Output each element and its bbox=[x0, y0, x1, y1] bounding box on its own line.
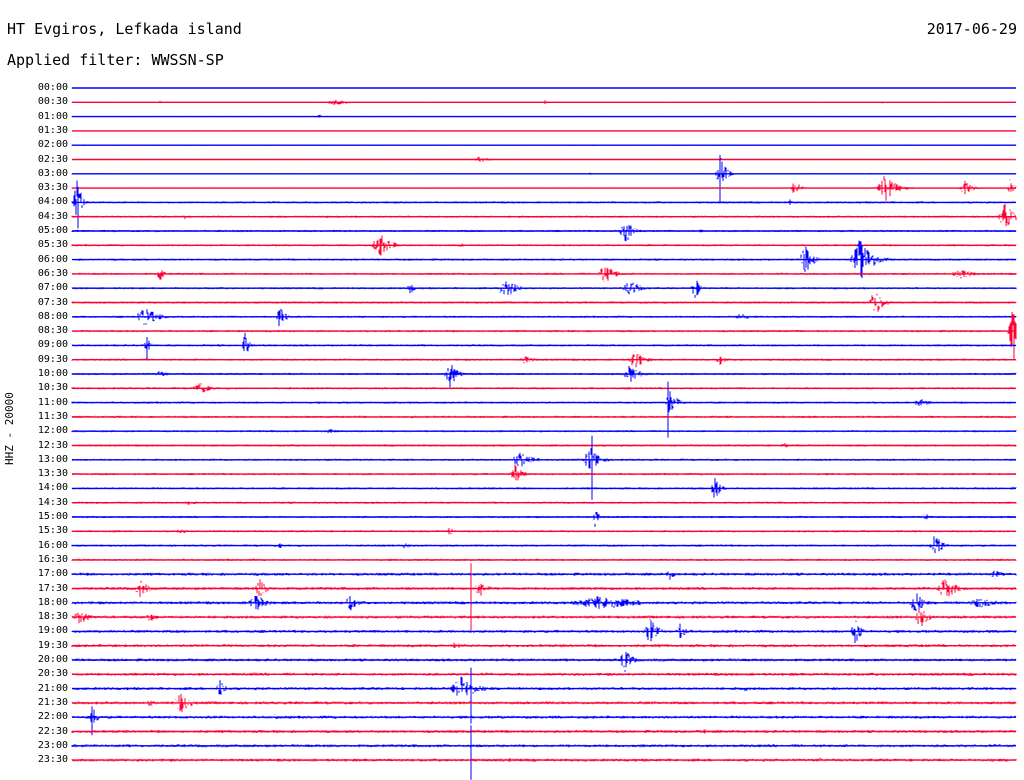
seismic-trace bbox=[71, 667, 1017, 724]
time-label: 05:30 bbox=[37, 239, 68, 251]
time-label: 21:30 bbox=[37, 696, 68, 708]
time-label: 18:00 bbox=[37, 596, 68, 608]
time-label: 20:00 bbox=[37, 654, 68, 665]
seismic-trace bbox=[71, 130, 1017, 132]
seismic-trace bbox=[71, 383, 1017, 393]
time-label: 12:30 bbox=[37, 439, 68, 451]
seismic-trace bbox=[71, 267, 1017, 282]
time-label: 15:30 bbox=[37, 525, 68, 537]
time-label: 03:00 bbox=[37, 167, 68, 179]
time-label: 16:30 bbox=[37, 553, 68, 565]
time-label: 07:30 bbox=[37, 296, 68, 308]
seismic-trace bbox=[71, 593, 1017, 612]
seismic-trace bbox=[73, 308, 1017, 327]
time-label: 14:30 bbox=[37, 496, 68, 508]
seismic-trace bbox=[71, 693, 1017, 713]
seismic-trace bbox=[71, 312, 1017, 360]
filter-label: Applied filter: WWSSN-SP bbox=[7, 51, 224, 69]
time-label: 04:30 bbox=[37, 210, 68, 222]
time-label: 19:00 bbox=[37, 625, 68, 637]
seismic-trace bbox=[71, 381, 1017, 438]
seismic-trace bbox=[71, 478, 1017, 498]
time-label: 05:00 bbox=[37, 225, 68, 236]
seismic-trace bbox=[71, 240, 1017, 279]
seismic-trace bbox=[71, 176, 1017, 201]
time-label: 00:00 bbox=[37, 82, 68, 93]
seismic-trace bbox=[71, 757, 1017, 762]
seismic-trace bbox=[71, 501, 1017, 505]
time-label: 22:30 bbox=[37, 725, 68, 737]
seismic-trace bbox=[71, 729, 1017, 734]
time-label: 01:30 bbox=[37, 124, 68, 136]
time-label: 08:00 bbox=[37, 310, 68, 322]
time-label: 15:00 bbox=[37, 511, 68, 522]
time-label: 10:30 bbox=[37, 382, 68, 394]
time-label: 06:00 bbox=[37, 253, 68, 265]
time-label: 17:00 bbox=[37, 568, 68, 580]
time-label: 23:30 bbox=[37, 754, 68, 766]
time-label: 03:30 bbox=[37, 182, 68, 194]
time-label: 10:00 bbox=[37, 368, 68, 379]
time-label: 16:00 bbox=[37, 539, 68, 551]
seismic-trace bbox=[71, 672, 1017, 677]
time-label: 09:30 bbox=[37, 353, 68, 365]
station-title: HT Evgiros, Lefkada island bbox=[7, 20, 242, 38]
date-label: 2017-06-29 bbox=[926, 20, 1017, 38]
time-label: 08:30 bbox=[37, 325, 68, 337]
seismic-trace bbox=[71, 608, 1017, 626]
seismic-trace bbox=[71, 511, 1017, 527]
time-label: 06:30 bbox=[37, 267, 68, 279]
time-label: 07:00 bbox=[37, 282, 68, 294]
time-label: 00:30 bbox=[37, 96, 68, 108]
seismic-trace bbox=[71, 415, 1017, 419]
seismic-trace bbox=[71, 570, 1017, 580]
time-label: 13:30 bbox=[37, 468, 68, 480]
seismic-trace bbox=[71, 725, 1017, 780]
seismic-trace bbox=[71, 563, 1017, 631]
seismic-trace bbox=[71, 180, 1017, 229]
time-label: 09:00 bbox=[37, 339, 68, 351]
time-label: 11:00 bbox=[37, 396, 68, 408]
seismic-trace bbox=[71, 155, 1017, 202]
time-label: 18:30 bbox=[37, 611, 68, 623]
seismic-trace bbox=[71, 435, 1017, 500]
time-label: 04:00 bbox=[37, 196, 68, 208]
time-label: 17:30 bbox=[37, 582, 68, 594]
time-label: 19:30 bbox=[37, 639, 68, 651]
time-label: 02:00 bbox=[37, 139, 68, 151]
seismic-trace bbox=[71, 87, 1016, 89]
seismic-trace bbox=[71, 558, 1017, 561]
seismic-trace bbox=[71, 204, 1017, 227]
seismic-trace bbox=[71, 464, 1017, 481]
seismic-trace bbox=[71, 652, 1017, 672]
seismic-trace bbox=[71, 365, 1017, 388]
time-label: 02:30 bbox=[37, 153, 68, 165]
time-label: 20:30 bbox=[37, 668, 68, 680]
time-label: 23:00 bbox=[37, 739, 68, 751]
seismic-trace bbox=[71, 225, 1017, 242]
time-axis: 00:00 00:30 01:00 01:30 02:00 02:30 03:00 03:30… bbox=[0, 0, 68, 780]
time-label: 21:00 bbox=[37, 682, 68, 694]
seismic-trace bbox=[71, 99, 1017, 105]
time-label: 13:00 bbox=[37, 453, 68, 465]
time-label: 22:00 bbox=[37, 711, 68, 723]
time-label: 14:00 bbox=[37, 482, 68, 494]
seismic-trace bbox=[71, 351, 1017, 368]
time-label: 11:30 bbox=[37, 410, 68, 422]
seismic-trace bbox=[71, 642, 1017, 648]
seismic-trace bbox=[71, 280, 1017, 298]
time-label: 01:00 bbox=[37, 110, 68, 122]
seismic-trace bbox=[71, 536, 1017, 554]
time-label: 12:00 bbox=[37, 425, 68, 437]
